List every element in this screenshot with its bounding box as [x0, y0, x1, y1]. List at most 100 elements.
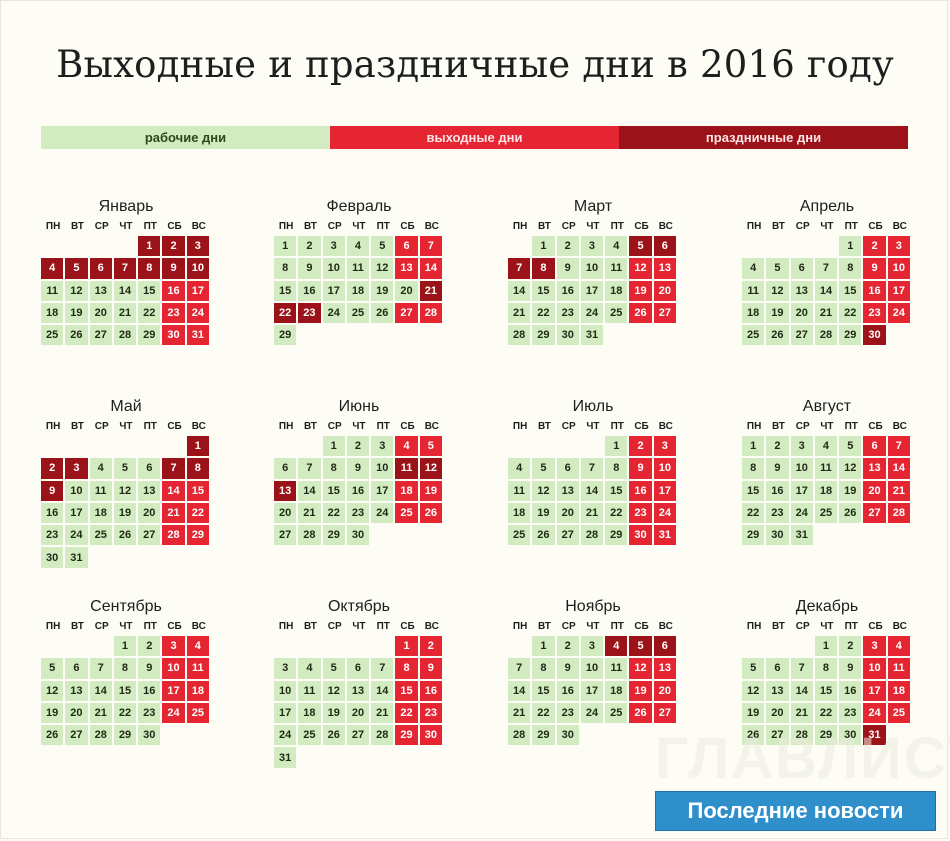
- work-day: 22: [138, 302, 161, 324]
- weekend-day: 22: [186, 502, 209, 524]
- holiday-day: 2: [162, 236, 185, 257]
- weekday-label: ПН: [45, 221, 61, 232]
- empty-cell: [766, 236, 788, 256]
- weekend-day: 26: [629, 302, 652, 324]
- weekday-label: ПН: [512, 621, 528, 632]
- weekday-label: ЧТ: [586, 421, 600, 432]
- work-day: 21: [814, 302, 838, 324]
- week-row: 9 10 11 12 13 14 15: [41, 480, 211, 503]
- weekday-label: ВС: [191, 421, 206, 432]
- holiday-day: 7: [113, 258, 137, 279]
- work-day: 30: [138, 725, 161, 746]
- weekday-label: ВС: [892, 221, 907, 232]
- work-day: 18: [346, 280, 370, 301]
- weekend-day: 11: [186, 658, 209, 679]
- weekday-label: ВС: [892, 621, 907, 632]
- empty-cell: [187, 547, 209, 567]
- work-day: 8: [113, 658, 137, 679]
- work-day: 1: [113, 636, 137, 657]
- weekday-label: ВТ: [70, 221, 84, 232]
- weekend-day: 19: [629, 680, 652, 701]
- work-day: 14: [790, 680, 813, 701]
- empty-cell: [420, 525, 442, 545]
- week-row: 14 15 16 17 18 19 20: [508, 280, 678, 303]
- work-day: 12: [65, 280, 88, 301]
- watermark-logo: ГЛАВЛИСТ: [655, 726, 950, 791]
- weekend-day: 8: [395, 658, 418, 679]
- empty-cell: [114, 436, 136, 456]
- empty-cell: [605, 325, 627, 345]
- month-name: Декабрь: [795, 598, 859, 615]
- holiday-day: 13: [274, 480, 297, 501]
- work-day: 29: [532, 725, 555, 746]
- work-day: 29: [322, 525, 345, 546]
- work-day: 24: [274, 725, 297, 746]
- work-day: 14: [89, 680, 112, 701]
- work-day: 4: [508, 458, 531, 479]
- work-day: 28: [580, 525, 604, 546]
- weekday-header: ПН ВТ СР ЧТ ПТ СБ ВС: [41, 618, 211, 636]
- work-day: 24: [65, 525, 88, 546]
- work-day: 23: [556, 302, 579, 324]
- weekday-label: ЧТ: [820, 621, 834, 632]
- week-row: 4 5 6 7 8 9 10: [508, 458, 678, 480]
- weekday-label: ПТ: [844, 421, 858, 432]
- work-day: 30: [346, 525, 370, 546]
- weekend-day: 31: [186, 325, 209, 346]
- work-day: 1: [814, 636, 838, 657]
- work-day: 3: [790, 436, 813, 457]
- weekday-label: СБ: [868, 221, 883, 232]
- work-day: 20: [138, 502, 161, 524]
- weekend-day: 9: [863, 258, 886, 279]
- empty-cell: [791, 236, 813, 256]
- week-row: 13 14 15 16 17 18 19: [274, 480, 444, 503]
- weekend-day: 17: [186, 280, 209, 301]
- weekday-label: ЧТ: [586, 221, 600, 232]
- weekday-label: СБ: [400, 421, 415, 432]
- week-row: 7 8 9 10 11 12 13: [508, 258, 678, 280]
- work-day: 26: [839, 502, 862, 524]
- empty-cell: [187, 725, 209, 745]
- work-day: 9: [766, 458, 789, 479]
- week-row: 21 22 23 24 25 26 27: [508, 702, 678, 725]
- weekday-label: ПН: [512, 421, 528, 432]
- weekday-label: СБ: [400, 621, 415, 632]
- week-row: 15 16 17 18 19 20 21: [274, 280, 444, 303]
- work-day: 21: [89, 702, 112, 724]
- legend-weekend-days: выходные дни: [330, 126, 619, 149]
- weekend-day: 19: [419, 480, 442, 501]
- work-day: 17: [580, 680, 604, 701]
- work-day: 25: [41, 325, 64, 346]
- work-day: 19: [532, 502, 555, 524]
- weekday-label: ЧТ: [119, 621, 133, 632]
- weekday-label: СБ: [167, 621, 182, 632]
- work-day: 24: [580, 702, 604, 724]
- weekend-day: 20: [653, 680, 676, 701]
- weekend-day: 16: [863, 280, 886, 301]
- work-day: 21: [508, 302, 531, 324]
- weekend-day: 13: [863, 458, 886, 479]
- weekend-day: 27: [653, 302, 676, 324]
- weekday-label: ПТ: [376, 421, 390, 432]
- work-day: 28: [790, 725, 813, 746]
- legend-holiday-days: праздничные дни: [619, 126, 908, 149]
- work-day: 26: [371, 302, 394, 324]
- work-day: 29: [605, 525, 628, 546]
- work-day: 30: [839, 725, 862, 746]
- weekday-label: ВС: [658, 621, 673, 632]
- week-row: 29: [274, 325, 444, 347]
- weekend-day: 23: [419, 702, 442, 724]
- week-row: 27 28 29 30: [274, 525, 444, 547]
- work-day: 19: [322, 702, 345, 724]
- week-row: 14 15 16 17 18 19 20: [508, 680, 678, 703]
- weekday-label: ВТ: [303, 621, 317, 632]
- month-block: Февраль ПН ВТ СР ЧТ ПТ СБ ВС 1 2 3 4 5 6 7 8 9 10 11 12 13 14…: [274, 196, 444, 347]
- work-day: 17: [371, 480, 394, 501]
- holiday-day: 21: [419, 280, 442, 301]
- work-day: 3: [580, 236, 604, 257]
- latest-news-banner[interactable]: Последние новости: [655, 791, 936, 831]
- empty-cell: [888, 325, 910, 345]
- empty-cell: [557, 436, 579, 456]
